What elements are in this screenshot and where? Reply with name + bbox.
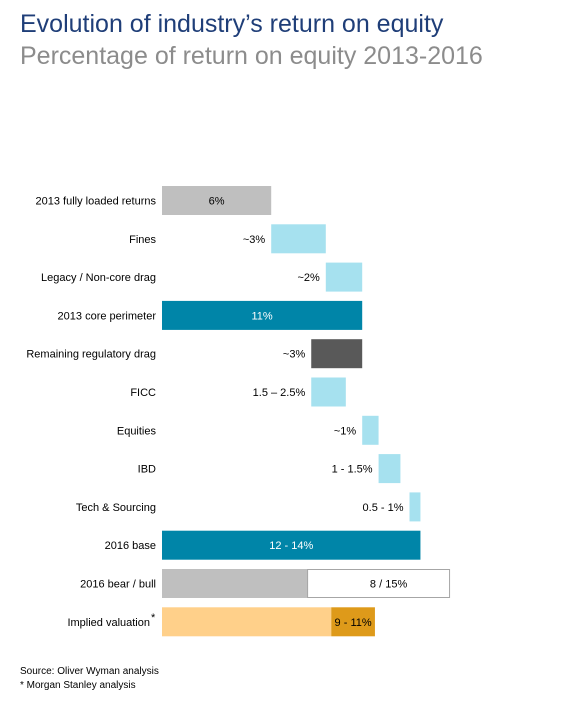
category-label: 2013 fully loaded returns bbox=[36, 196, 157, 208]
bar-increase bbox=[271, 224, 326, 254]
bar-value-label: 1.5 – 2.5% bbox=[253, 387, 306, 399]
bar-increase bbox=[325, 262, 363, 292]
category-label: Equities bbox=[117, 425, 157, 437]
bar-increase bbox=[378, 454, 401, 484]
bar-value-label: 9 - 11% bbox=[335, 617, 372, 629]
bar-increase bbox=[409, 492, 421, 522]
bar-value-label: ~1% bbox=[334, 425, 357, 437]
bar-value-label: ~2% bbox=[297, 272, 320, 284]
category-label: 2016 bear / bull bbox=[80, 579, 156, 591]
asterisk-mark: * bbox=[151, 612, 156, 624]
category-label: Legacy / Non-core drag bbox=[41, 272, 156, 284]
chart-title: Evolution of industry’s return on equity bbox=[20, 10, 444, 38]
category-label: 2016 base bbox=[105, 540, 156, 552]
bar-bear bbox=[162, 569, 308, 598]
bar-value-label: 8 / 15% bbox=[370, 579, 408, 591]
bar-total bbox=[162, 300, 363, 330]
category-label: Implied valuation bbox=[67, 617, 150, 629]
category-label: Tech & Sourcing bbox=[76, 502, 156, 514]
bar-value-label: 0.5 - 1% bbox=[363, 502, 404, 514]
bar-total bbox=[162, 530, 421, 560]
bar-base bbox=[162, 607, 332, 637]
bar-increase bbox=[362, 415, 379, 445]
category-label: Remaining regulatory drag bbox=[26, 349, 156, 361]
category-label: IBD bbox=[138, 464, 156, 476]
bar-increase bbox=[311, 377, 346, 407]
bar-range bbox=[331, 607, 375, 637]
bar-total bbox=[162, 186, 272, 215]
category-label: Fines bbox=[129, 234, 156, 246]
bar-decrease bbox=[311, 339, 363, 369]
chart-subtitle: Percentage of return on equity 2013-2016 bbox=[20, 42, 483, 70]
asterisk-footnote: * Morgan Stanley analysis bbox=[20, 680, 136, 691]
bar-value-label: ~3% bbox=[283, 349, 306, 361]
source-footnote: Source: Oliver Wyman analysis bbox=[20, 666, 159, 677]
bar-value-label: 12 - 14% bbox=[269, 540, 313, 552]
bar-bull-range bbox=[307, 569, 451, 598]
bar-value-label: 11% bbox=[251, 310, 272, 322]
category-label: 2013 core perimeter bbox=[58, 310, 157, 322]
bar-value-label: 6% bbox=[209, 196, 225, 208]
bar-value-label: 1 - 1.5% bbox=[332, 464, 373, 476]
bar-value-label: ~3% bbox=[243, 234, 266, 246]
category-label: FICC bbox=[130, 387, 156, 399]
